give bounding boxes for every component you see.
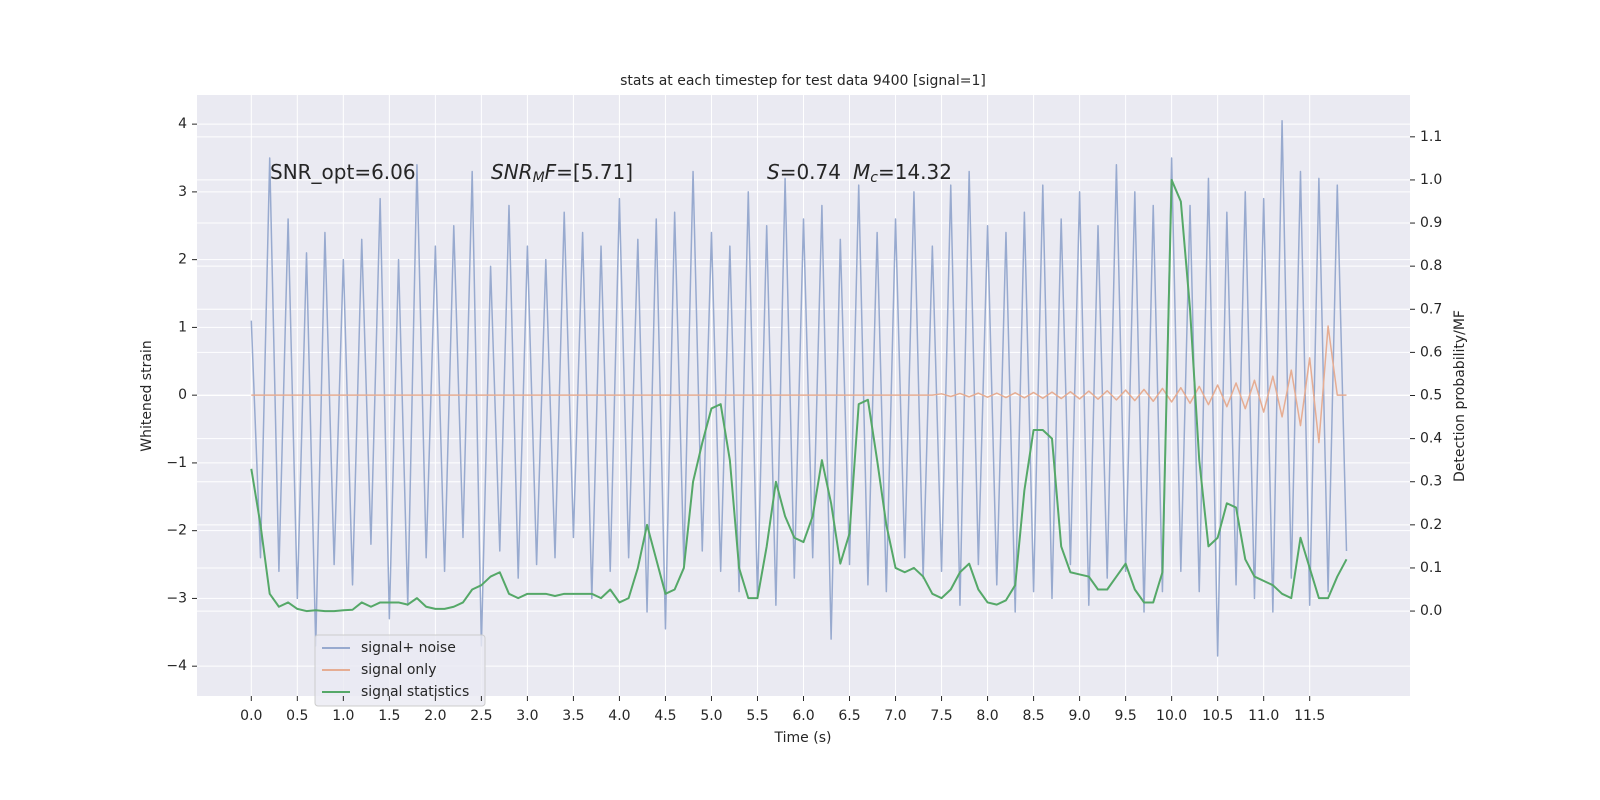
- x-axis-label: Time (s): [774, 730, 832, 746]
- x-tick-label: 11.5: [1294, 708, 1325, 724]
- y2-tick-label: 0.0: [1420, 603, 1442, 619]
- y-tick-label: −1: [166, 455, 187, 471]
- chart-title: stats at each timestep for test data 940…: [620, 73, 986, 89]
- x-tick-label: 2.0: [424, 708, 446, 724]
- annotation: S=0.74 Mc=14.32: [767, 160, 952, 187]
- annotation-text: =0.74: [780, 160, 841, 184]
- x-tick-label: 4.0: [608, 708, 630, 724]
- x-tick-label: 5.5: [746, 708, 768, 724]
- x-tick-label: 8.5: [1022, 708, 1044, 724]
- x-tick-label: 7.0: [884, 708, 906, 724]
- annotation: SNRMF=[5.71]: [491, 160, 633, 187]
- x-tick-label: 5.0: [700, 708, 722, 724]
- y2-tick-label: 0.6: [1420, 344, 1442, 360]
- y2-tick-label: 0.8: [1420, 258, 1442, 274]
- series-line: [250, 178, 1348, 613]
- y-tick-label: −4: [166, 658, 187, 674]
- series-line: [251, 325, 1347, 444]
- legend-label: signal only: [361, 662, 436, 678]
- y2-tick-label: 0.1: [1420, 560, 1442, 576]
- y-tick-label: 0: [178, 387, 187, 403]
- annotation-text: M: [533, 170, 545, 186]
- x-tick-label: 6.0: [792, 708, 814, 724]
- x-tick-label: 2.5: [470, 708, 492, 724]
- y-tick-label: 2: [178, 252, 187, 268]
- x-tick-label: 6.5: [838, 708, 860, 724]
- x-tick-label: 1.0: [332, 708, 354, 724]
- x-tick-label: 11.0: [1248, 708, 1279, 724]
- y2-axis-label: Detection probability/MF: [1452, 310, 1468, 482]
- annotation-text: =[5.71]: [556, 160, 633, 184]
- x-tick-label: 10.0: [1156, 708, 1187, 724]
- y2-tick-label: 0.3: [1420, 474, 1442, 490]
- annotation-text: =14.32: [878, 160, 952, 184]
- x-tick-label: 1.5: [378, 708, 400, 724]
- y2-tick-label: 1.0: [1420, 172, 1442, 188]
- x-tick-label: 0.5: [286, 708, 308, 724]
- legend-label: signal statistics: [361, 684, 469, 700]
- y2-tick-label: 0.5: [1420, 388, 1442, 404]
- annotation-text: S: [767, 160, 780, 184]
- x-tick-label: 8.0: [976, 708, 998, 724]
- x-tick-label: 7.5: [930, 708, 952, 724]
- y-tick-label: 4: [178, 116, 187, 132]
- y2-tick-label: 0.4: [1420, 431, 1442, 447]
- y2-tick-label: 0.2: [1420, 517, 1442, 533]
- x-tick-label: 10.5: [1202, 708, 1233, 724]
- x-tick-label: 0.0: [240, 708, 262, 724]
- y-tick-label: 1: [178, 319, 187, 335]
- annotation-text: SNR_opt=6.06: [270, 160, 416, 184]
- annotation-text: SNR: [491, 160, 533, 184]
- y-axis-label: Whitened strain: [139, 340, 155, 451]
- legend-box: [314, 634, 486, 707]
- y-tick-label: −3: [166, 590, 187, 606]
- annotation-text: F: [545, 160, 557, 184]
- y-tick-label: 3: [178, 184, 187, 200]
- x-tick-label: 9.5: [1114, 708, 1136, 724]
- y2-tick-label: 0.9: [1420, 215, 1442, 231]
- x-tick-label: 3.0: [516, 708, 538, 724]
- y2-tick-label: 0.7: [1420, 301, 1442, 317]
- y-tick-label: −2: [166, 523, 187, 539]
- x-tick-label: 4.5: [654, 708, 676, 724]
- legend-label: signal+ noise: [361, 640, 456, 656]
- annotation-text: M: [853, 160, 870, 184]
- x-tick-label: 9.0: [1068, 708, 1090, 724]
- x-tick-label: 3.5: [562, 708, 584, 724]
- annotation-text: c: [870, 170, 878, 186]
- annotation: SNR_opt=6.06: [270, 160, 416, 184]
- y2-tick-label: 1.1: [1420, 129, 1442, 145]
